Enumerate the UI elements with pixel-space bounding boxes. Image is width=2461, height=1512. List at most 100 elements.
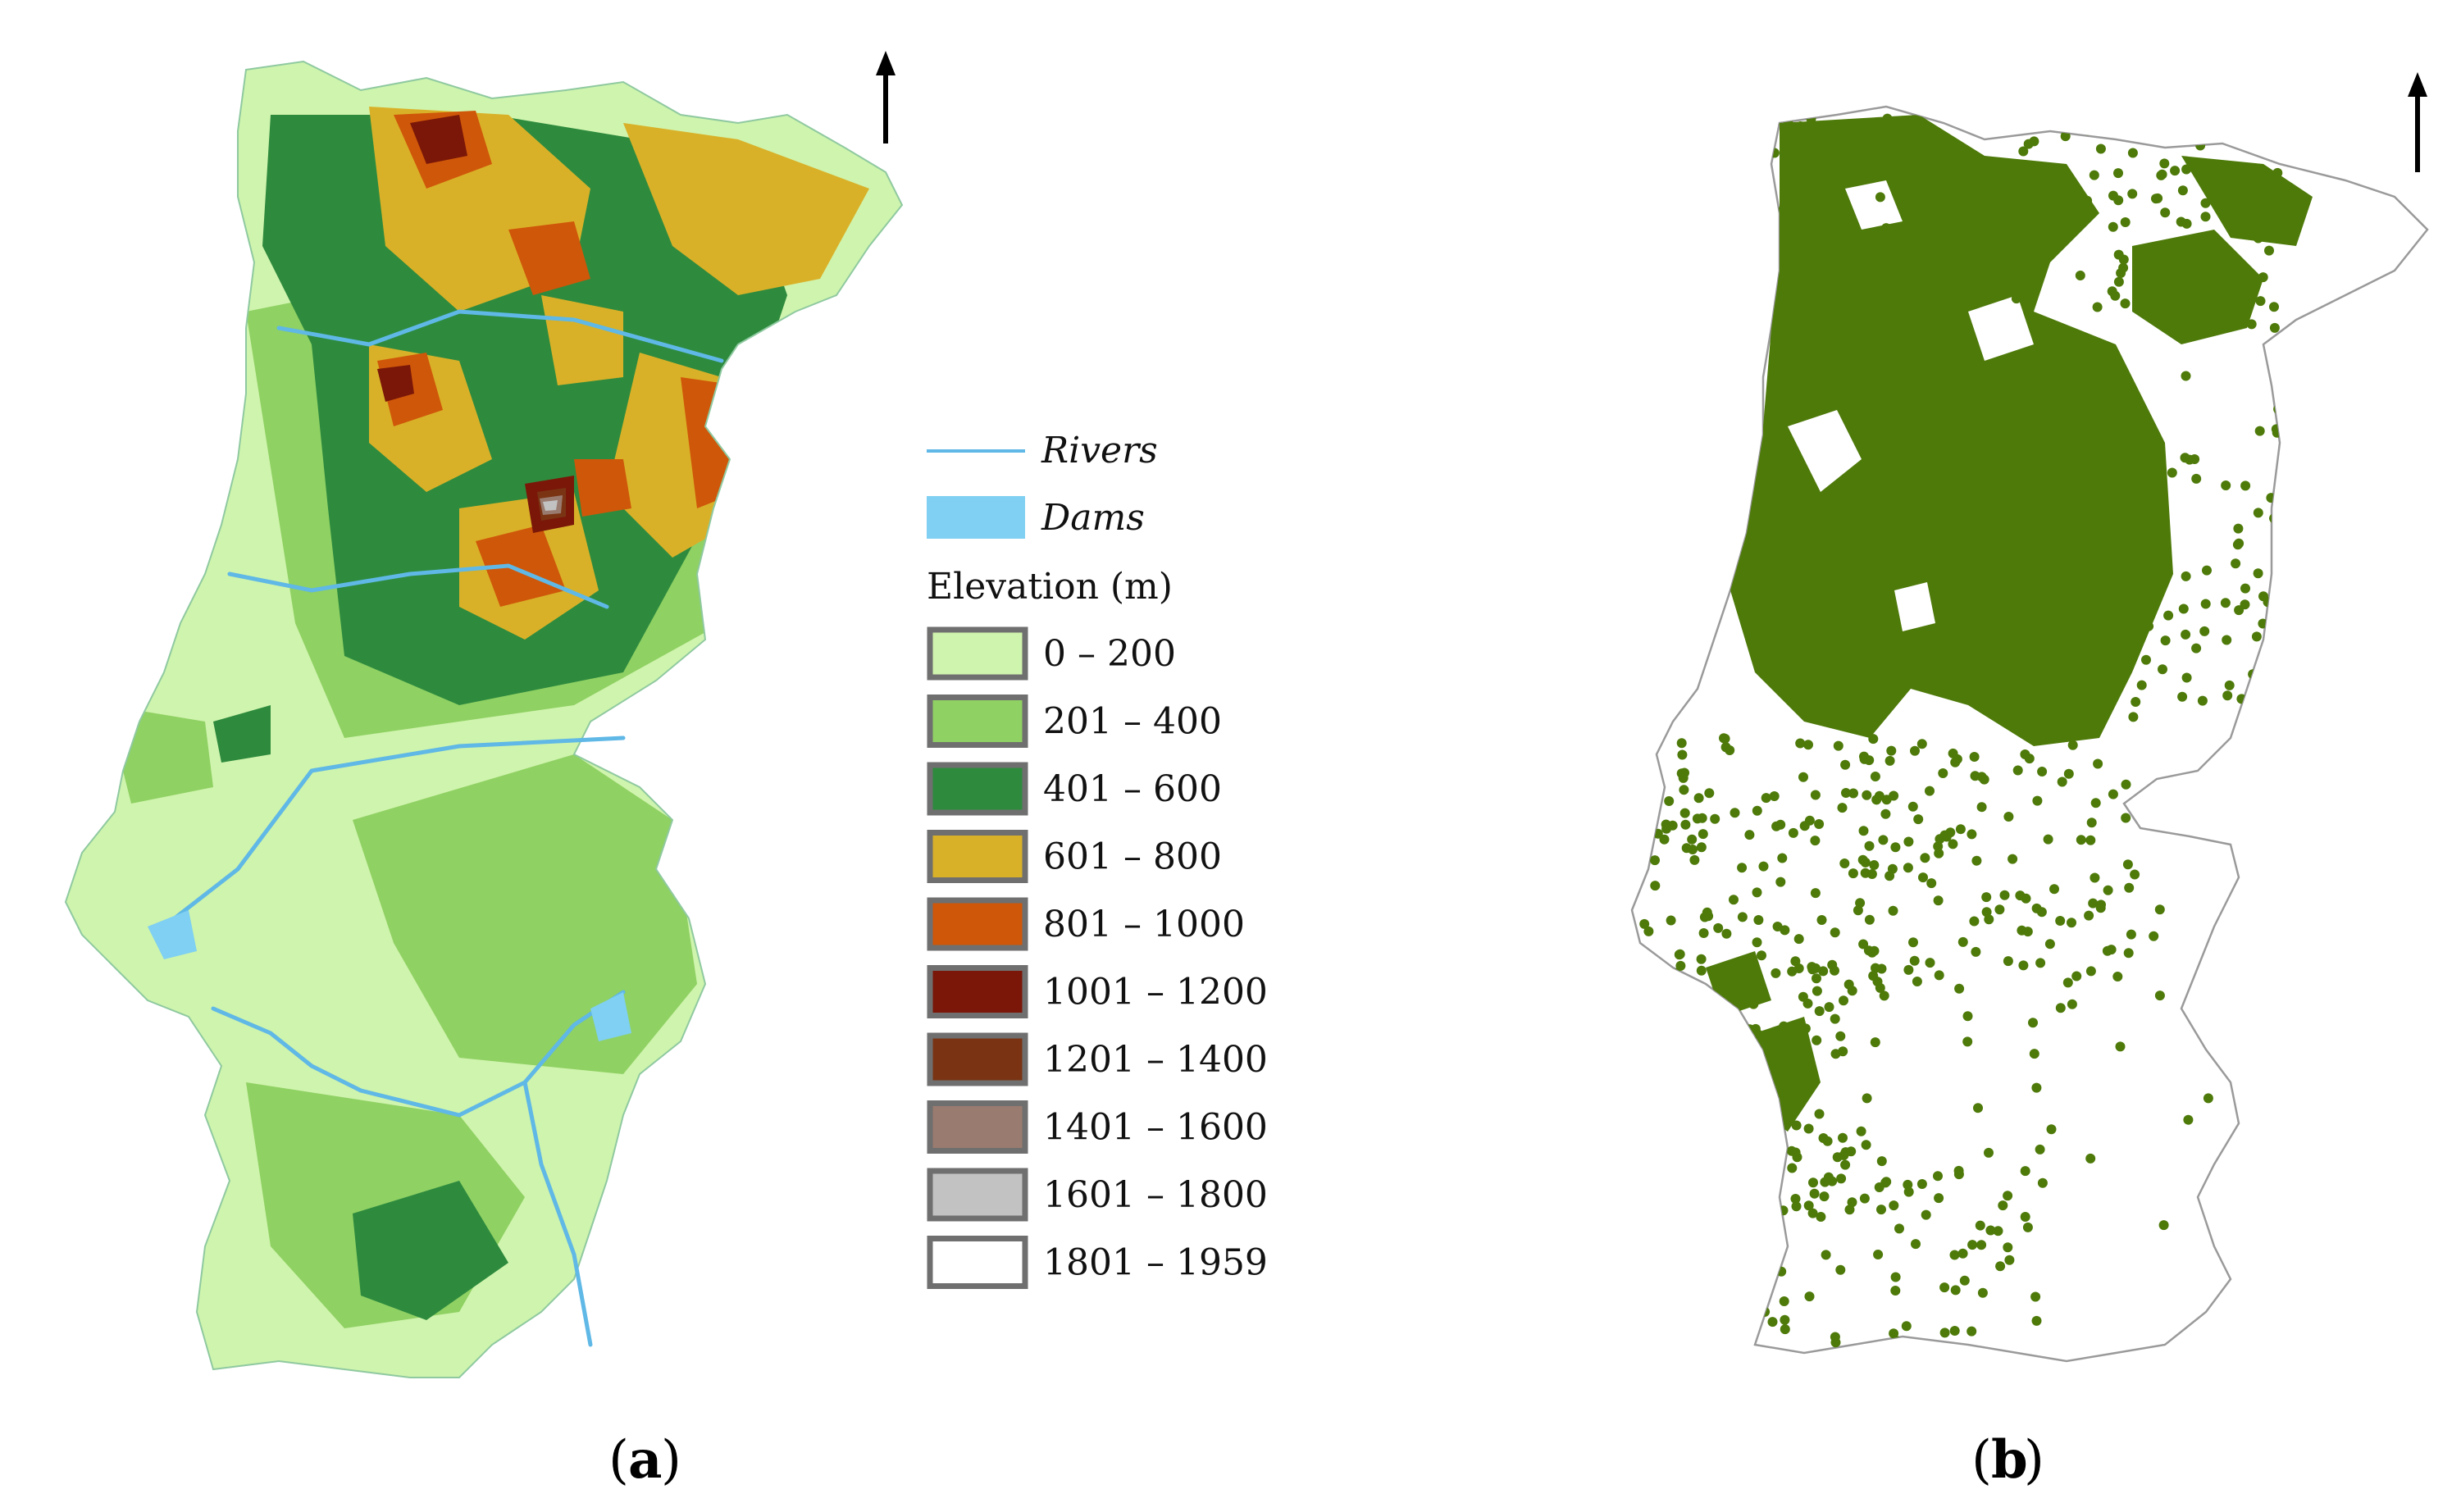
map-point	[1639, 918, 1650, 929]
map-point	[2264, 245, 2274, 256]
rivers-label: Rivers	[1041, 430, 1158, 471]
map-point	[1847, 1197, 1857, 1208]
map-point	[2090, 798, 2101, 808]
map-point	[1952, 171, 1962, 181]
map-point	[2128, 650, 2139, 660]
map-point	[1830, 927, 1840, 938]
map-point	[1878, 835, 1889, 845]
map-point	[1776, 1064, 1787, 1075]
map-point	[2220, 598, 2231, 608]
map-point	[1744, 830, 1755, 840]
map-point	[1967, 829, 1977, 840]
map-point	[1794, 241, 1805, 252]
map-point	[2251, 631, 2262, 642]
map-point	[1710, 813, 1720, 824]
map-point	[2246, 319, 2257, 330]
map-point	[1812, 1035, 1822, 1045]
map-point	[1698, 928, 1709, 938]
map-point	[2028, 1018, 2038, 1028]
map-point	[1975, 1220, 1985, 1231]
map-point	[2147, 268, 2158, 279]
map-point	[2222, 635, 2232, 645]
map-point	[2220, 171, 2231, 181]
map-point	[1777, 853, 1788, 863]
map-point	[2062, 977, 2073, 988]
map-point	[1780, 1324, 1790, 1335]
map-point	[2172, 246, 2182, 257]
map-point	[2185, 235, 2195, 246]
map-point	[2055, 1003, 2066, 1013]
map-point	[1726, 1191, 1737, 1202]
map-point	[2115, 1041, 2126, 1052]
map-point	[2149, 931, 2159, 941]
map-point	[1674, 950, 1684, 960]
map-point	[1748, 999, 1759, 1009]
map-point	[2183, 1114, 2194, 1125]
map-point	[1931, 247, 1942, 257]
map-point	[1644, 808, 1655, 819]
map-point	[1875, 982, 1885, 993]
map-point	[2231, 558, 2241, 569]
map-point	[1851, 164, 1862, 175]
map-point	[1925, 786, 1935, 796]
map-point	[1839, 995, 1848, 1006]
map-point	[1676, 738, 1687, 749]
map-point	[1726, 1082, 1737, 1093]
map-point	[1881, 223, 1892, 234]
map-point	[1824, 1002, 1834, 1013]
map-point	[2095, 903, 2106, 913]
map-point	[2120, 459, 2131, 470]
map-point	[1957, 186, 1968, 197]
map-point	[1743, 1062, 1754, 1073]
map-point	[1795, 230, 1806, 240]
map-point	[1970, 771, 1980, 781]
map-point	[2181, 672, 2192, 683]
point-holes	[1788, 180, 2034, 631]
map-point	[1752, 805, 1762, 816]
map-point	[2160, 635, 2171, 646]
map-point	[1959, 1275, 1970, 1286]
map-point	[2122, 859, 2133, 870]
map-point	[1757, 1185, 1768, 1195]
map-point	[1950, 1285, 1961, 1296]
map-point	[1721, 1079, 1732, 1090]
map-point	[1758, 861, 1769, 872]
map-point	[2203, 238, 2213, 248]
map-point	[2044, 242, 2055, 253]
elevation-bands	[107, 107, 869, 1328]
map-point	[1913, 814, 1924, 825]
map-point	[2049, 884, 2059, 895]
map-point	[2044, 939, 2055, 950]
map-point	[1748, 985, 1759, 995]
map-point	[2018, 146, 2029, 157]
map-point	[1677, 749, 1688, 760]
map-point	[2023, 139, 2034, 149]
map-point	[1889, 1200, 1899, 1211]
map-point	[2203, 175, 2213, 185]
map-point	[1775, 819, 1786, 830]
map-point	[1830, 1337, 1841, 1348]
map-point	[1834, 280, 1844, 290]
map-point	[2063, 768, 2074, 779]
map-point	[1890, 1286, 1901, 1296]
elevation-class-label: 801 – 1000	[1043, 904, 1245, 945]
elevation-swatch	[927, 1100, 1028, 1154]
elevation-class-label: 1801 – 1959	[1043, 1242, 1268, 1284]
map-point	[1648, 771, 1658, 781]
map-point	[1681, 843, 1692, 854]
map-point	[1957, 936, 1968, 947]
map-point	[1696, 965, 1707, 976]
map-point	[1803, 1200, 1814, 1211]
map-point	[1695, 1042, 1706, 1053]
map-point	[2135, 403, 2145, 413]
map-point	[2156, 170, 2167, 180]
map-point	[1843, 979, 1854, 990]
map-point	[1772, 922, 1783, 931]
map-point	[1679, 808, 1690, 818]
map-point	[1903, 836, 1914, 847]
map-point	[1804, 1291, 1815, 1302]
map-point	[1884, 755, 1895, 766]
map-point	[2057, 776, 2067, 787]
map-point	[2195, 278, 2206, 289]
map-point	[2221, 480, 2231, 490]
